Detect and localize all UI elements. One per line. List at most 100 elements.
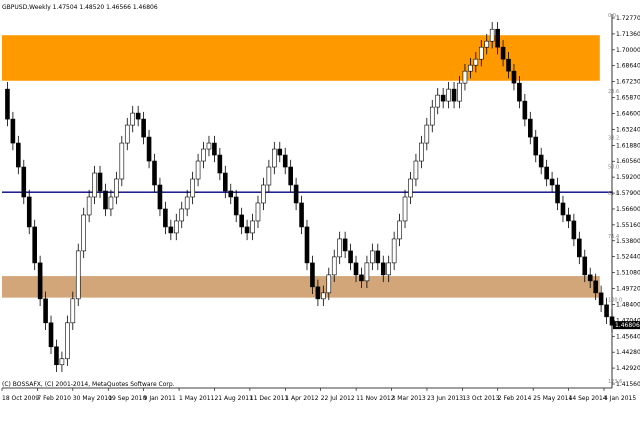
axis-layer: 1.72770 1.71360 1.70000 1.68640 1.67230 1.658… bbox=[1, 14, 640, 402]
candle-body-74 bbox=[402, 196, 408, 222]
candle-body-105 bbox=[571, 220, 577, 240]
price-label-10: 1.59200 bbox=[616, 174, 640, 181]
fib-label-7: 123.6 bbox=[608, 379, 622, 385]
price-label-22: 1.42920 bbox=[616, 365, 640, 372]
candle-body-50 bbox=[272, 148, 277, 168]
candle-body-1 bbox=[5, 88, 10, 120]
candle-body-55 bbox=[299, 202, 304, 228]
fib-label-1: 23.6 bbox=[608, 89, 619, 95]
fib-label-4: 61.8 bbox=[608, 191, 619, 197]
candle-body-37 bbox=[201, 148, 206, 162]
candle-body-15 bbox=[81, 214, 86, 252]
date-label-0: 18 Oct 2009 bbox=[2, 395, 39, 402]
date-label-17: 4 Jan 2015 bbox=[604, 395, 636, 402]
candle-body-31 bbox=[168, 226, 174, 234]
date-label-5: 1 May 2011 bbox=[179, 395, 214, 402]
candle-body-33 bbox=[179, 208, 185, 222]
candles-layer bbox=[5, 22, 615, 372]
candle-body-49 bbox=[266, 166, 272, 186]
candle-body-61 bbox=[331, 256, 337, 276]
candle-body-83 bbox=[451, 88, 457, 102]
candle-body-51 bbox=[277, 148, 283, 156]
current-price-tag bbox=[613, 321, 640, 330]
candle-body-57 bbox=[310, 262, 315, 288]
price-label-6: 1.64600 bbox=[616, 110, 640, 117]
candle-body-17 bbox=[92, 172, 97, 198]
date-label-6: 21 Aug 2011 bbox=[214, 395, 253, 402]
candle-body-88 bbox=[478, 46, 484, 60]
price-label-1: 1.71360 bbox=[616, 31, 640, 38]
candle-body-94 bbox=[511, 70, 517, 84]
candle-body-9 bbox=[48, 322, 54, 348]
price-label-17: 1.49720 bbox=[616, 286, 640, 293]
candle-body-20 bbox=[108, 196, 114, 210]
candle-body-54 bbox=[293, 184, 299, 204]
price-label-23: 1.41560 bbox=[616, 381, 640, 388]
zone-0 bbox=[2, 35, 600, 81]
fib-label-2: 38.2 bbox=[608, 136, 619, 142]
candle-body-100 bbox=[544, 166, 549, 180]
candle-body-64 bbox=[348, 250, 353, 264]
candle-body-82 bbox=[446, 88, 451, 102]
candle-body-65 bbox=[353, 262, 359, 276]
price-label-0: 1.72770 bbox=[616, 15, 640, 22]
candle-body-12 bbox=[65, 322, 70, 360]
candle-body-72 bbox=[391, 238, 397, 264]
candle-body-93 bbox=[506, 58, 511, 72]
candle-body-77 bbox=[419, 142, 424, 162]
price-label-12: 1.56600 bbox=[616, 206, 640, 213]
date-label-14: 2 Feb 2014 bbox=[498, 395, 532, 402]
price-label-11: 1.57900 bbox=[616, 190, 640, 197]
candle-body-52 bbox=[282, 154, 288, 168]
candle-body-97 bbox=[528, 118, 533, 138]
candle-body-26 bbox=[141, 118, 146, 138]
candle-body-13 bbox=[70, 298, 76, 324]
chart-header: GBPUSD,Weekly 1.47504 1.48520 1.46566 1.… bbox=[2, 4, 158, 11]
candle-body-39 bbox=[212, 142, 217, 156]
candle-body-99 bbox=[538, 154, 544, 168]
candle-body-79 bbox=[429, 106, 435, 126]
candle-body-8 bbox=[43, 298, 48, 324]
candle-body-103 bbox=[560, 202, 566, 216]
date-label-7: 11 Dec 2011 bbox=[250, 395, 289, 402]
candle-body-3 bbox=[16, 142, 21, 168]
candle-body-78 bbox=[424, 124, 430, 144]
candle-body-46 bbox=[250, 220, 255, 234]
candle-body-58 bbox=[315, 286, 321, 300]
candle-body-7 bbox=[37, 262, 43, 300]
candle-body-68 bbox=[370, 250, 375, 264]
price-label-13: 1.55160 bbox=[616, 222, 640, 229]
price-label-20: 1.45640 bbox=[616, 333, 640, 340]
date-label-11: 3 Mar 2013 bbox=[392, 395, 426, 402]
candle-body-27 bbox=[146, 136, 152, 162]
candle-body-111 bbox=[604, 304, 609, 318]
fib-label-3: 50.0 bbox=[608, 164, 619, 170]
candle-body-106 bbox=[577, 238, 582, 258]
candle-body-10 bbox=[54, 346, 59, 366]
date-label-16: 14 Sep 2014 bbox=[569, 395, 607, 402]
date-label-15: 25 May 2014 bbox=[533, 395, 572, 402]
candle-body-34 bbox=[184, 196, 190, 210]
candle-body-29 bbox=[157, 184, 163, 210]
candle-body-22 bbox=[119, 142, 125, 180]
price-label-8: 1.61880 bbox=[616, 142, 640, 149]
candle-body-21 bbox=[114, 178, 119, 198]
date-label-9: 22 Jul 2012 bbox=[321, 395, 355, 402]
price-label-4: 1.67230 bbox=[616, 79, 640, 86]
date-label-13: 13 Oct 2013 bbox=[462, 395, 499, 402]
candle-body-4 bbox=[21, 166, 27, 198]
price-label-2: 1.70000 bbox=[616, 47, 640, 54]
candle-body-18 bbox=[97, 172, 103, 192]
candle-body-40 bbox=[217, 154, 223, 174]
candle-body-14 bbox=[75, 250, 81, 300]
price-label-19: 1.47040 bbox=[616, 317, 640, 324]
candle-body-96 bbox=[522, 100, 528, 120]
candle-body-67 bbox=[364, 262, 370, 282]
price-label-16: 1.51080 bbox=[616, 270, 640, 277]
candle-body-66 bbox=[359, 274, 364, 282]
candle-body-69 bbox=[375, 250, 381, 264]
zones-layer bbox=[2, 35, 600, 298]
candle-body-2 bbox=[10, 118, 16, 144]
candle-body-98 bbox=[533, 136, 539, 156]
